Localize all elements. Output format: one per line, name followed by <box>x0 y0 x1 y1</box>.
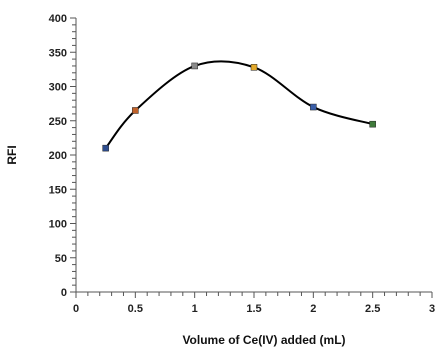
x-tick-label: 2 <box>310 303 316 315</box>
x-tick-label: 0.5 <box>128 303 143 315</box>
y-tick-label: 0 <box>61 287 67 299</box>
y-tick-label: 350 <box>49 47 67 59</box>
y-axis-title: RFI <box>5 145 19 164</box>
x-tick-label: 1 <box>192 303 198 315</box>
x-axis-title: Volume of Ce(IV) added (mL) <box>182 333 345 347</box>
x-tick-label: 0 <box>73 303 79 315</box>
x-axis-ticks: 0 0.5 1 1.5 2 2.5 3 <box>73 292 435 315</box>
y-tick-label: 50 <box>55 253 67 265</box>
data-point <box>250 64 258 71</box>
data-point <box>369 120 376 128</box>
series-line <box>104 60 373 149</box>
x-tick-label: 2.5 <box>365 303 380 315</box>
y-tick-label: 200 <box>49 150 67 162</box>
data-point <box>102 144 109 152</box>
data-markers <box>102 62 376 152</box>
data-point <box>310 103 317 111</box>
y-tick-label: 400 <box>49 13 67 25</box>
y-tick-label: 300 <box>49 82 67 94</box>
x-tick-label: 1.5 <box>246 303 261 315</box>
y-tick-label: 100 <box>49 219 67 231</box>
data-point <box>132 107 139 114</box>
y-tick-label: 250 <box>49 116 67 128</box>
data-point <box>191 62 198 70</box>
y-tick-label: 150 <box>49 184 67 196</box>
y-axis-ticks: 0 50 100 150 200 250 300 350 400 <box>49 13 76 299</box>
x-tick-label: 3 <box>429 303 435 315</box>
